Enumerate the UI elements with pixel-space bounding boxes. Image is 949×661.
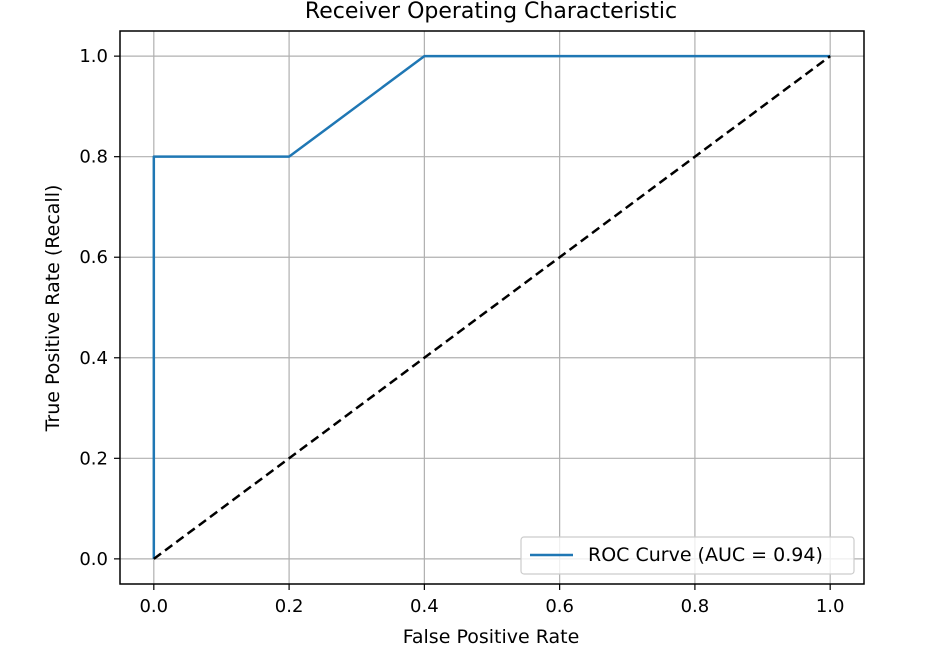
x-tick-label: 0.2 bbox=[275, 596, 304, 617]
plot-frame bbox=[119, 30, 865, 585]
legend: ROC Curve (AUC = 0.94) bbox=[520, 536, 855, 575]
series-lines bbox=[152, 54, 831, 560]
y-tick-label: 0.4 bbox=[79, 348, 108, 369]
grid-lines bbox=[120, 31, 864, 584]
roc-curve-line bbox=[152, 54, 831, 559]
y-tick-label: 0.0 bbox=[79, 549, 108, 570]
x-tick-label: 0.6 bbox=[545, 596, 574, 617]
y-tick-label: 1.0 bbox=[79, 46, 108, 67]
y-tick-label: 0.2 bbox=[79, 448, 108, 469]
x-axis-label: False Positive Rate bbox=[403, 626, 580, 648]
x-tick-label: 1.0 bbox=[816, 596, 845, 617]
chart-title: Receiver Operating Characteristic bbox=[305, 0, 677, 24]
y-axis-label: True Positive Rate (Recall) bbox=[42, 185, 64, 433]
legend-box bbox=[520, 536, 855, 575]
x-tick-label: 0.4 bbox=[410, 596, 439, 617]
x-tick-label: 0.8 bbox=[681, 596, 710, 617]
axis-ticks: 0.0 0.2 0.4 0.6 0.8 1.0 0.0 0.2 0.4 0.6 0.8 1.0 bbox=[79, 46, 844, 617]
chance-diagonal-line bbox=[153, 55, 831, 560]
y-tick-label: 0.8 bbox=[79, 147, 108, 168]
y-tick-label: 0.6 bbox=[79, 247, 108, 268]
x-tick-label: 0.0 bbox=[139, 596, 168, 617]
legend-label: ROC Curve (AUC = 0.94) bbox=[588, 544, 823, 566]
